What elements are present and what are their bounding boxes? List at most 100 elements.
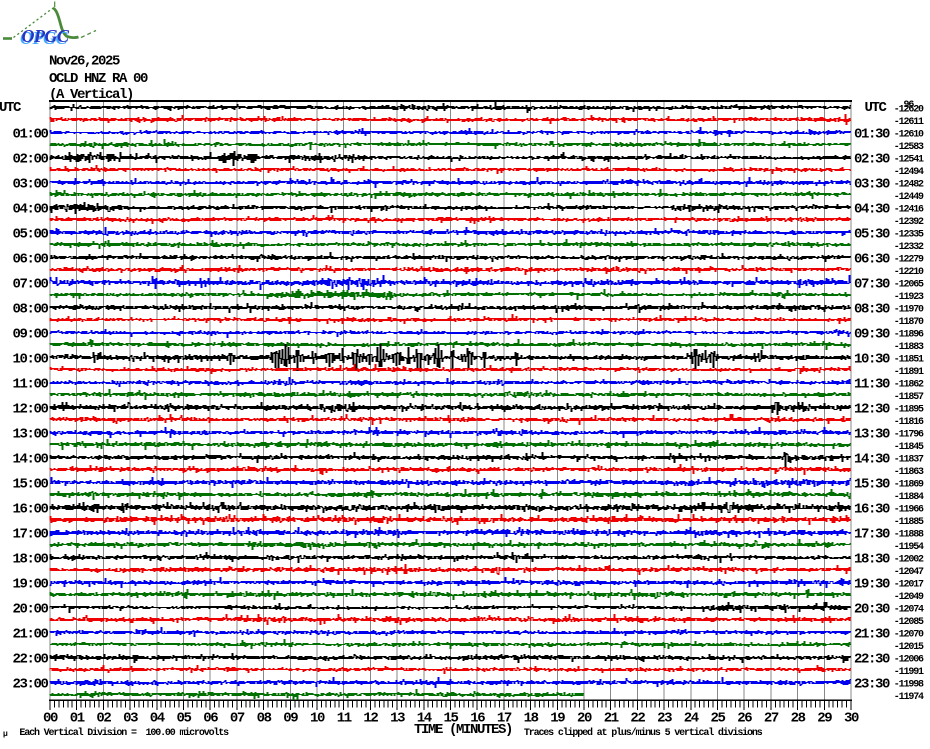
svg-text:µ: µ (3, 730, 8, 739)
svg-text:03:00: 03:00 (12, 177, 48, 193)
svg-text:11:30: 11:30 (854, 377, 890, 393)
svg-text:07: 07 (230, 711, 245, 727)
svg-text:-11862: -11862 (894, 380, 924, 391)
svg-text:-12006: -12006 (894, 655, 924, 666)
svg-text:Traces clipped at plus/minus 5: Traces clipped at plus/minus 5 vertical … (524, 727, 763, 739)
svg-text:21: 21 (604, 711, 619, 727)
svg-text:23: 23 (657, 711, 672, 727)
svg-text:19:30: 19:30 (854, 577, 890, 593)
svg-text:(A Vertical): (A Vertical) (49, 87, 133, 103)
svg-text:OPGC: OPGC (20, 28, 68, 48)
svg-text:09: 09 (283, 711, 298, 727)
svg-text:-12065: -12065 (894, 280, 924, 291)
svg-text:05: 05 (176, 711, 191, 727)
svg-text:-11870: -11870 (894, 317, 924, 328)
svg-text:-12017: -12017 (894, 580, 924, 591)
svg-text:-12332: -12332 (894, 242, 924, 253)
svg-text:-12449: -12449 (894, 192, 924, 203)
svg-text:-12482: -12482 (894, 180, 924, 191)
svg-text:03:30: 03:30 (854, 177, 890, 193)
svg-text:19: 19 (550, 711, 565, 727)
svg-text:UTC: UTC (865, 100, 888, 116)
svg-text:04:00: 04:00 (12, 202, 48, 218)
svg-text:TIME (MINUTES): TIME (MINUTES) (414, 722, 512, 738)
svg-text:23:30: 23:30 (854, 677, 890, 693)
svg-text:-12610: -12610 (894, 130, 924, 141)
svg-text:01:00: 01:00 (12, 127, 48, 143)
svg-text:-12049: -12049 (894, 592, 924, 603)
svg-text:Nov26,2025: Nov26,2025 (49, 53, 120, 69)
svg-text:06:30: 06:30 (854, 252, 890, 268)
svg-text:28: 28 (791, 711, 806, 727)
svg-text:29: 29 (817, 711, 832, 727)
svg-text:06: 06 (203, 711, 218, 727)
svg-text:15:00: 15:00 (12, 477, 48, 493)
svg-text:-12074: -12074 (894, 605, 924, 616)
svg-text:-12047: -12047 (894, 567, 924, 578)
svg-text:13: 13 (390, 711, 405, 727)
svg-text:22:00: 22:00 (12, 652, 48, 668)
svg-text:10: 10 (310, 711, 325, 727)
svg-text:17:30: 17:30 (854, 527, 890, 543)
svg-text:-11974: -11974 (894, 692, 924, 703)
svg-text:-11966: -11966 (894, 505, 924, 516)
svg-text:-11891: -11891 (894, 367, 924, 378)
svg-text:-12002: -12002 (894, 555, 924, 566)
svg-text:-11895: -11895 (894, 405, 924, 416)
svg-text:15: 15 (443, 711, 458, 727)
svg-text:22:30: 22:30 (854, 652, 890, 668)
svg-text:-11954: -11954 (894, 542, 924, 553)
svg-text:-12611: -12611 (894, 117, 924, 128)
svg-text:18: 18 (524, 711, 539, 727)
svg-text:01: 01 (70, 711, 85, 727)
svg-text:08:30: 08:30 (854, 302, 890, 318)
svg-text:-11845: -11845 (894, 442, 924, 453)
svg-text:01:30: 01:30 (854, 127, 890, 143)
svg-text:26: 26 (737, 711, 752, 727)
svg-text:05:00: 05:00 (12, 227, 48, 243)
svg-text:-11883: -11883 (894, 342, 924, 353)
svg-text:UTC: UTC (0, 100, 22, 116)
svg-text:12: 12 (363, 711, 378, 727)
svg-text:-11863: -11863 (894, 467, 924, 478)
svg-text:-12015: -12015 (894, 642, 924, 653)
svg-text:14:00: 14:00 (12, 452, 48, 468)
svg-text:27: 27 (764, 711, 779, 727)
svg-text:19:00: 19:00 (12, 577, 48, 593)
svg-text:10:00: 10:00 (12, 352, 48, 368)
svg-text:18:30: 18:30 (854, 552, 890, 568)
svg-text:-11970: -11970 (894, 305, 924, 316)
svg-text:-11816: -11816 (894, 417, 924, 428)
svg-text:20: 20 (577, 711, 592, 727)
svg-text:17: 17 (497, 711, 512, 727)
svg-text:08: 08 (257, 711, 272, 727)
svg-text:06:00: 06:00 (12, 252, 48, 268)
svg-text:-11857: -11857 (894, 392, 924, 403)
svg-text:-12416: -12416 (894, 205, 924, 216)
svg-text:11: 11 (337, 711, 352, 727)
svg-text:-12494: -12494 (894, 167, 924, 178)
svg-text:08:00: 08:00 (12, 302, 48, 318)
svg-text:OPGC: OPGC (22, 26, 70, 46)
svg-text:13:00: 13:00 (12, 427, 48, 443)
svg-text:-12070: -12070 (894, 630, 924, 641)
svg-text:16:00: 16:00 (12, 502, 48, 518)
svg-text:-12392: -12392 (894, 217, 924, 228)
svg-text:09:30: 09:30 (854, 327, 890, 343)
svg-text:03: 03 (123, 711, 138, 727)
svg-text:15:30: 15:30 (854, 477, 890, 493)
svg-text:02:30: 02:30 (854, 152, 890, 168)
svg-text:-11869: -11869 (894, 480, 924, 491)
svg-text:24: 24 (684, 711, 699, 727)
svg-text:05:30: 05:30 (854, 227, 890, 243)
svg-text:OCLD HNZ RA 00: OCLD HNZ RA 00 (49, 71, 148, 87)
svg-text:20:00: 20:00 (12, 602, 48, 618)
svg-text:02: 02 (96, 711, 111, 727)
svg-text:12:00: 12:00 (12, 402, 48, 418)
svg-text:-11796: -11796 (894, 430, 924, 441)
svg-text:14:30: 14:30 (854, 452, 890, 468)
svg-text:-11885: -11885 (894, 517, 924, 528)
svg-text:00: 00 (43, 711, 58, 727)
svg-text:-11837: -11837 (894, 455, 924, 466)
svg-text:-12085: -12085 (894, 617, 924, 628)
